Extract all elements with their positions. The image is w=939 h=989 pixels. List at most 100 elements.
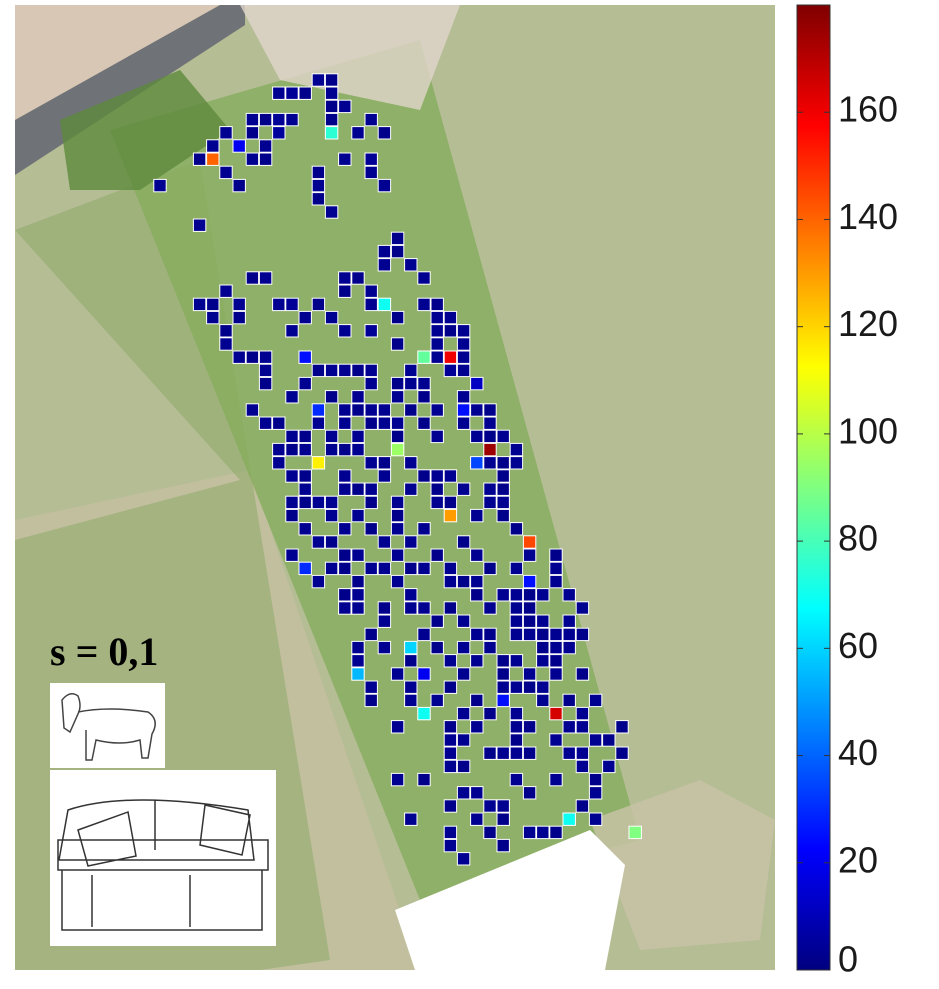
heat-cell: [537, 628, 549, 640]
heat-cell: [589, 787, 601, 799]
heat-cell: [576, 800, 588, 812]
heat-cell: [325, 100, 337, 112]
heat-cell: [352, 391, 364, 403]
heat-cell: [550, 734, 562, 746]
heat-cell: [299, 377, 311, 389]
heat-cell: [497, 681, 509, 693]
heat-cell: [484, 826, 496, 838]
heat-cell: [312, 404, 324, 416]
heat-cell: [339, 523, 351, 535]
heat-cell: [471, 655, 483, 667]
heat-cell: [523, 681, 535, 693]
heat-cell: [220, 166, 232, 178]
heat-cell: [246, 404, 258, 416]
heat-cell: [484, 496, 496, 508]
heat-cell: [444, 509, 456, 521]
heat-cell: [484, 628, 496, 640]
heat-cell: [444, 325, 456, 337]
heat-cell: [405, 589, 417, 601]
heat-cell: [352, 443, 364, 455]
heat-cell: [259, 351, 271, 363]
heat-cell: [418, 391, 430, 403]
heat-cell: [497, 496, 509, 508]
heat-cell: [339, 589, 351, 601]
heat-cell: [497, 694, 509, 706]
heat-cell: [365, 483, 377, 495]
heat-cell: [471, 430, 483, 442]
heat-cell: [510, 443, 522, 455]
heat-cell: [510, 562, 522, 574]
heat-cell: [339, 443, 351, 455]
heat-cell: [418, 272, 430, 284]
heat-cell: [259, 364, 271, 376]
heat-cell: [378, 602, 390, 614]
heat-cell: [325, 113, 337, 125]
heat-cell: [339, 602, 351, 614]
heat-cell: [259, 377, 271, 389]
heat-cell: [405, 364, 417, 376]
heat-cell: [246, 113, 258, 125]
heat-cell: [405, 641, 417, 653]
heat-cell: [484, 707, 496, 719]
heat-cell: [484, 457, 496, 469]
heat-cell: [273, 87, 285, 99]
heat-cell: [352, 575, 364, 587]
heat-cell: [457, 391, 469, 403]
heat-cell: [576, 721, 588, 733]
heat-cell: [510, 734, 522, 746]
heat-cell: [431, 615, 443, 627]
heat-cell: [523, 721, 535, 733]
heat-cell: [537, 694, 549, 706]
heat-cell: [523, 747, 535, 759]
heat-cell: [484, 430, 496, 442]
heat-cell: [391, 549, 403, 561]
heat-cell: [286, 391, 298, 403]
colorbar-tick-label: 120: [838, 303, 898, 344]
heat-cell: [457, 641, 469, 653]
heat-cell: [378, 615, 390, 627]
heat-cell: [563, 721, 575, 733]
heat-cell: [457, 734, 469, 746]
heat-cell: [391, 338, 403, 350]
heat-cell: [312, 417, 324, 429]
heat-cell: [471, 457, 483, 469]
heat-cell: [312, 364, 324, 376]
heat-cell: [233, 351, 245, 363]
heat-cell: [378, 298, 390, 310]
heat-cell: [312, 457, 324, 469]
heat-cell: [339, 404, 351, 416]
heat-cell: [405, 681, 417, 693]
heat-cell: [471, 787, 483, 799]
heat-cell: [352, 589, 364, 601]
heat-cell: [431, 404, 443, 416]
heat-cell: [550, 707, 562, 719]
heat-cell: [299, 562, 311, 574]
heat-cell: [391, 668, 403, 680]
heat-cell: [339, 100, 351, 112]
heat-cell: [259, 153, 271, 165]
heat-cell: [431, 496, 443, 508]
heat-cell: [457, 760, 469, 772]
heat-cell: [589, 734, 601, 746]
heat-cell: [431, 483, 443, 495]
heat-cell: [207, 311, 219, 323]
heat-cell: [405, 404, 417, 416]
heat-cell: [405, 536, 417, 548]
heat-cell: [365, 562, 377, 574]
heat-cell: [431, 338, 443, 350]
heat-cell: [220, 285, 232, 297]
heat-cell: [418, 668, 430, 680]
heat-cell: [312, 179, 324, 191]
heat-cell: [497, 839, 509, 851]
heat-cell: [563, 615, 575, 627]
heat-cell: [365, 113, 377, 125]
heat-cell: [457, 536, 469, 548]
heat-cell: [339, 417, 351, 429]
heat-cell: [418, 377, 430, 389]
heat-cell: [339, 549, 351, 561]
heat-cell: [629, 826, 641, 838]
heat-cell: [457, 483, 469, 495]
heat-cell: [391, 509, 403, 521]
heat-cell: [339, 562, 351, 574]
heat-cell: [431, 311, 443, 323]
